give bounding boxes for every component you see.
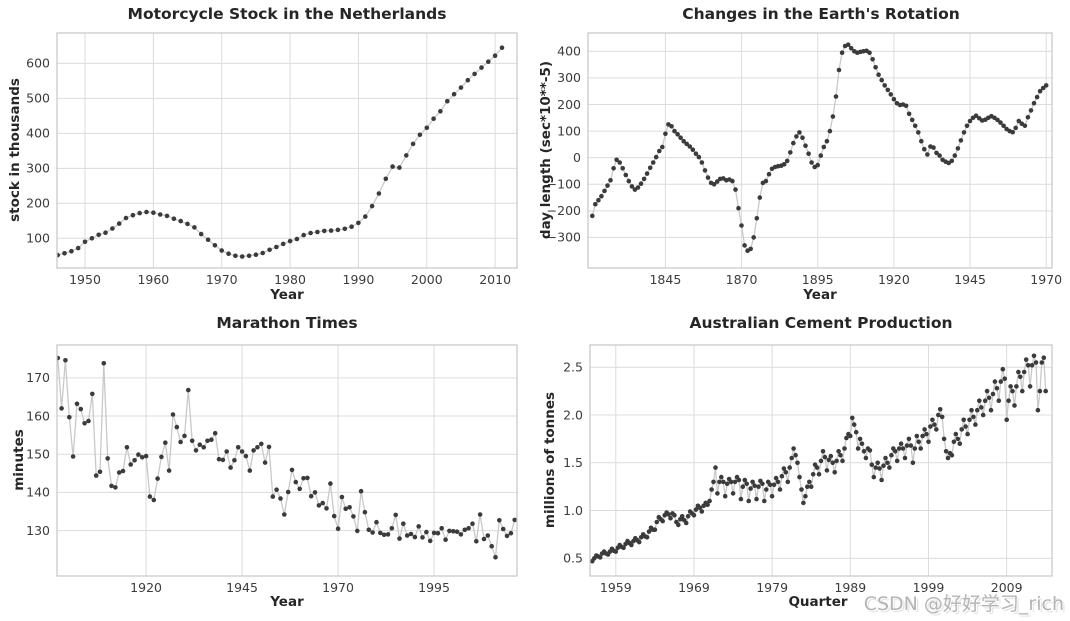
x-tick-label: 2009 (991, 580, 1023, 595)
y-tick-label: 600 (26, 56, 50, 71)
chart-title-cement-production: Australian Cement Production (689, 314, 953, 332)
x-tick-label: 2000 (411, 272, 443, 287)
x-axis-label-marathon: Year (270, 594, 304, 610)
x-tick-label: 1959 (600, 580, 632, 595)
y-tick-label: 130 (26, 523, 50, 538)
y-tick-label: 300 (557, 70, 581, 85)
x-tick-label: 2010 (479, 272, 511, 287)
y-tick-label: 200 (26, 196, 50, 211)
x-tick-label: 1920 (878, 272, 910, 287)
chart-earth-rotation-canvas: 1845 1870 1895 1920 1945 1970 −300 −200 −100 0 100… (547, 32, 1062, 287)
data-series (590, 42, 1049, 253)
x-axis-label-motorcycle: Year (270, 287, 304, 303)
data-line (57, 357, 516, 558)
plot-border (56, 32, 518, 269)
chart-cement-production-canvas: 1959 1969 1979 1989 1999 2009 0.5 1.0 1.5 2.0 2.5 (563, 344, 1053, 595)
y-tick-label: 160 (26, 408, 50, 423)
x-tick-label: 1870 (726, 272, 758, 287)
x-tick-label: 1989 (834, 580, 866, 595)
x-tick-label: 1945 (954, 272, 986, 287)
x-tick-label: 1995 (418, 580, 450, 595)
x-tick-label: 1845 (649, 272, 681, 287)
data-points (590, 353, 1048, 564)
x-tick-label: 1920 (130, 580, 162, 595)
x-tick-label: 1999 (913, 580, 945, 595)
chart-title-marathon-times: Marathon Times (216, 314, 358, 332)
y-tick-label: 2.0 (563, 407, 583, 422)
y-tick-label: −300 (547, 230, 581, 245)
data-points (590, 42, 1049, 253)
y-axis-label-motorcycle: stock in thousands (7, 78, 23, 222)
plot-border (587, 32, 1053, 269)
x-tick-label: 1980 (274, 272, 306, 287)
y-tick-label: 140 (26, 485, 50, 500)
y-tick-label: −100 (547, 177, 581, 192)
y-tick-label: 2.5 (563, 360, 583, 375)
data-points (56, 45, 505, 259)
y-tick-label: 400 (26, 126, 50, 141)
data-line (591, 355, 1047, 562)
x-tick-label: 1990 (343, 272, 375, 287)
x-tick-label: 1979 (756, 580, 788, 595)
y-axis-label-cement: millions of tonnes (542, 391, 558, 529)
csdn-watermark: CSDN @好好学习_rich (863, 593, 1064, 615)
x-tick-label: 1970 (322, 580, 354, 595)
chart-motorcycle-stock-canvas: 1950 1960 1970 1980 1990 2000 2010 100 200 300 400… (26, 32, 518, 287)
y-tick-label: 0 (573, 150, 581, 165)
x-axis-label-rotation: Year (803, 287, 837, 303)
x-tick-label: 1945 (226, 580, 258, 595)
chart-title-earth-rotation: Changes in the Earth's Rotation (682, 5, 960, 23)
y-tick-label: 200 (557, 97, 581, 112)
y-tick-label: 1.5 (563, 455, 583, 470)
plot-border (56, 344, 518, 577)
x-tick-label: 1970 (206, 272, 238, 287)
chart-marathon-times-canvas: 1920 1945 1970 1995 130 140 150 160 170 (26, 344, 518, 595)
data-series (590, 353, 1048, 564)
y-tick-label: −200 (547, 203, 581, 218)
y-axis-label-rotation: day length (sec*10**-5) (538, 60, 554, 240)
data-series (56, 45, 505, 259)
chart-title-motorcycle-stock: Motorcycle Stock in the Netherlands (127, 5, 447, 23)
data-points (56, 355, 517, 560)
y-tick-label: 100 (557, 123, 581, 138)
y-tick-label: 500 (26, 91, 50, 106)
y-tick-label: 300 (26, 161, 50, 176)
y-tick-label: 170 (26, 370, 50, 385)
y-tick-label: 0.5 (563, 551, 583, 566)
y-tick-label: 400 (557, 44, 581, 59)
x-tick-label: 1969 (678, 580, 710, 595)
x-tick-label: 1970 (1030, 272, 1062, 287)
x-tick-label: 1950 (69, 272, 101, 287)
data-line (57, 47, 503, 258)
y-axis-label-marathon: minutes (11, 429, 27, 491)
y-tick-label: 150 (26, 447, 50, 462)
plot-border (589, 344, 1053, 577)
x-tick-label: 1895 (802, 272, 834, 287)
y-tick-label: 100 (26, 231, 50, 246)
x-axis-label-cement: Quarter (788, 594, 848, 610)
x-tick-label: 1960 (137, 272, 169, 287)
y-tick-label: 1.0 (563, 503, 583, 518)
data-series (56, 355, 517, 560)
